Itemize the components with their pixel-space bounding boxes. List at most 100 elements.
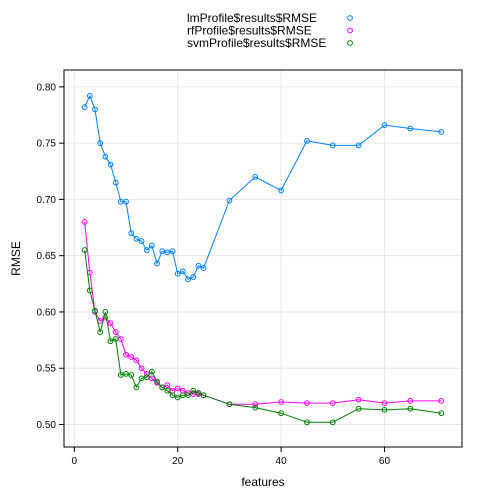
data-point (438, 397, 445, 404)
data-point (138, 375, 145, 382)
data-point (252, 174, 259, 180)
data-point (81, 247, 88, 253)
data-point (174, 385, 181, 392)
data-point (329, 400, 336, 407)
data-point (148, 375, 155, 382)
legend-entry-marker (347, 15, 353, 21)
data-point (304, 137, 310, 144)
data-point (252, 404, 259, 411)
data-point (138, 365, 145, 372)
data-point (407, 405, 414, 412)
data-point (81, 104, 88, 111)
data-point (138, 238, 145, 244)
y-axis-label: RMSE (9, 241, 23, 276)
x-tick-label: 60 (379, 456, 391, 467)
data-point (143, 370, 150, 377)
data-point (200, 265, 207, 271)
data-point (102, 309, 109, 315)
data-point (438, 128, 445, 135)
legend-entry-marker (347, 27, 353, 34)
data-point (143, 374, 150, 381)
data-point (226, 197, 233, 204)
data-point (226, 401, 233, 408)
data-point (86, 92, 93, 99)
data-point (133, 357, 140, 364)
data-point (407, 397, 414, 404)
data-point (278, 399, 284, 405)
data-point (107, 338, 114, 345)
data-point (329, 419, 336, 426)
data-point (185, 392, 191, 399)
data-point (278, 187, 284, 194)
data-point (112, 329, 119, 336)
data-point (169, 392, 176, 399)
x-tick-label: 20 (172, 456, 184, 467)
data-point (128, 230, 135, 237)
data-point (102, 153, 109, 160)
series-layer (81, 92, 445, 426)
data-point (102, 314, 109, 321)
y-tick-label: 0.60 (37, 307, 57, 318)
data-point (164, 382, 171, 389)
series-2 (81, 219, 445, 408)
data-point (190, 387, 197, 394)
data-point (200, 392, 207, 399)
data-point (407, 125, 414, 132)
y-tick-label: 0.65 (37, 251, 57, 262)
data-point (81, 219, 88, 225)
data-point (123, 198, 129, 205)
data-point (143, 247, 150, 253)
data-point (278, 410, 284, 417)
data-point (304, 400, 310, 407)
legend: lmProfile$results$RMSErfProfile$results$… (187, 11, 353, 50)
y-tick-label: 0.70 (37, 195, 57, 206)
data-point (304, 419, 310, 426)
series-line (84, 250, 442, 423)
data-point (154, 260, 160, 267)
data-point (128, 354, 135, 360)
y-tick-label: 0.55 (37, 364, 57, 375)
data-point (123, 370, 129, 377)
data-point (169, 248, 176, 255)
data-point (195, 262, 202, 269)
data-point (123, 351, 129, 358)
data-point (179, 268, 186, 275)
data-point (164, 249, 171, 256)
x-tick-label: 0 (72, 456, 78, 467)
data-point (355, 142, 362, 149)
data-point (148, 368, 155, 375)
data-point (92, 106, 98, 113)
data-point (97, 140, 104, 147)
series-line (84, 221, 442, 405)
data-point (133, 235, 140, 242)
data-point (133, 384, 140, 391)
data-point (174, 270, 181, 277)
y-tick-label: 0.80 (37, 82, 57, 93)
grid-lines (64, 70, 462, 447)
legend-entry-label: lmProfile$results$RMSE (187, 11, 317, 25)
series-line (84, 94, 442, 280)
data-point (195, 390, 202, 396)
data-point (252, 401, 259, 408)
data-point (112, 336, 119, 342)
data-point (107, 161, 114, 168)
data-point (107, 320, 114, 327)
data-point (148, 242, 155, 249)
data-point (174, 394, 181, 401)
data-point (154, 378, 160, 385)
legend-entry-marker (347, 40, 353, 46)
y-tick-label: 0.75 (37, 139, 57, 150)
data-point (355, 405, 362, 412)
data-point (355, 396, 362, 403)
x-axis-label: features (241, 475, 284, 489)
data-point (381, 406, 388, 413)
legend-entry-label: svmProfile$results$RMSE (187, 36, 326, 50)
data-point (164, 387, 171, 394)
y-tick-label: 0.50 (37, 420, 57, 431)
data-point (159, 384, 166, 391)
data-point (86, 287, 93, 294)
series-3 (81, 247, 445, 426)
legend-entry-label: rfProfile$results$RMSE (187, 24, 312, 38)
data-point (128, 372, 135, 378)
